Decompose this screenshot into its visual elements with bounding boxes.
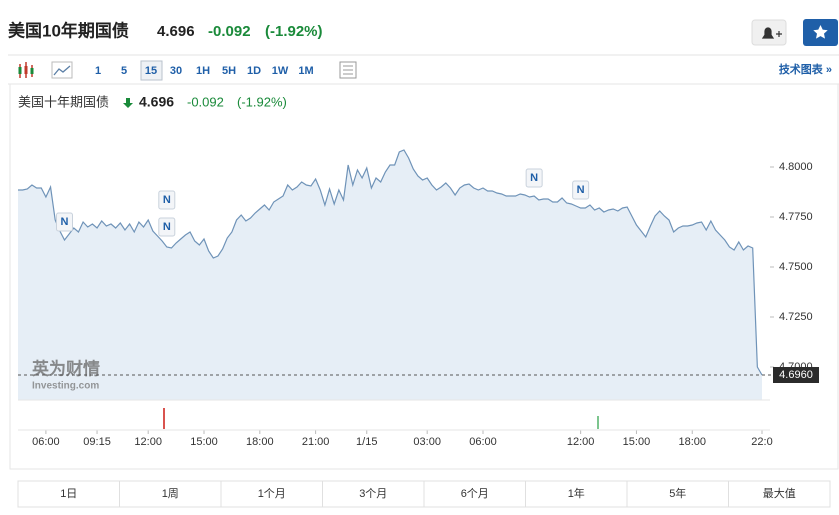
x-tick-label: 09:15: [83, 436, 111, 448]
x-tick-label: 22:0: [751, 436, 772, 448]
x-tick-label: 18:00: [678, 436, 706, 448]
x-tick-label: 1/15: [356, 436, 377, 448]
change-pct: (-1.92%): [265, 23, 323, 40]
news-marker[interactable]: [56, 212, 73, 232]
bell-icon: [761, 27, 782, 39]
range-label[interactable]: 1日: [60, 488, 77, 500]
legend-price: 4.696: [139, 94, 174, 110]
news-marker-label: N: [163, 194, 171, 206]
area-fill: [18, 150, 762, 400]
change: -0.092: [208, 23, 251, 40]
range-label[interactable]: 1周: [162, 487, 179, 500]
interval-button[interactable]: 5: [121, 65, 127, 77]
interval-button[interactable]: 1H: [196, 65, 210, 77]
title: 美国10年期国债: [8, 20, 129, 40]
range-buttons: 1日 1周 1个月 3个月 6个月 1年 5年 最大值: [17, 480, 831, 508]
x-tick-label: 15:00: [623, 436, 651, 448]
down-arrow: [123, 98, 133, 108]
candle-icon[interactable]: [18, 62, 34, 78]
range-label[interactable]: 5年: [669, 486, 686, 500]
y-tick-label: 4.8000: [779, 161, 813, 173]
interval-button[interactable]: 1: [95, 65, 101, 77]
news-marker-label: N: [61, 216, 69, 228]
legend-change: -0.092: [187, 94, 224, 109]
interval-button[interactable]: 5H: [222, 65, 236, 77]
range-button[interactable]: [17, 480, 120, 508]
news-marker-label: N: [577, 184, 585, 196]
legend-name: 美国十年期国债: [18, 94, 109, 109]
x-tick-label: 03:00: [413, 436, 441, 448]
range-label[interactable]: 3个月: [359, 487, 387, 500]
intervals: 1 5 15 30 1H 5H 1D 1W 1M: [95, 65, 314, 77]
range-button[interactable]: [119, 480, 222, 508]
x-tick-label: 15:00: [190, 436, 218, 448]
tech-chart-link[interactable]: 技术图表 »: [779, 62, 832, 76]
alert-button[interactable]: [751, 19, 787, 46]
price: 4.696: [157, 23, 195, 40]
range-button[interactable]: [220, 480, 323, 508]
range-label[interactable]: 最大值: [763, 486, 796, 500]
y-tick-label: 4.7250: [779, 311, 813, 323]
settings-icon[interactable]: [339, 61, 357, 79]
x-tick-label: 06:00: [32, 436, 60, 448]
range-label[interactable]: 1年: [568, 486, 585, 500]
interval-button[interactable]: 1D: [247, 65, 261, 77]
interval-button[interactable]: 30: [170, 65, 182, 77]
range-label[interactable]: 6个月: [461, 487, 489, 500]
watermark-brand: 英为财情: [32, 358, 100, 378]
current-price-label: 4.6960: [779, 369, 813, 381]
range-label[interactable]: 1个月: [258, 487, 286, 500]
news-marker[interactable]: [572, 180, 590, 200]
range-button[interactable]: [322, 480, 425, 508]
chart-panel: [9, 83, 839, 470]
event-bar: [597, 416, 599, 429]
watch-button[interactable]: [803, 19, 838, 46]
x-tick-label: 12:00: [567, 436, 595, 448]
current-price-box: [773, 367, 819, 383]
range-button[interactable]: [423, 480, 526, 508]
interval-button[interactable]: 1M: [298, 65, 313, 77]
legend-change-pct: (-1.92%): [237, 94, 287, 109]
interval-button[interactable]: 1W: [272, 65, 289, 77]
selected-interval-box: [140, 60, 163, 81]
news-marker[interactable]: [158, 217, 176, 237]
news-marker-label: N: [163, 221, 171, 233]
range-button[interactable]: [728, 480, 831, 508]
y-tick-label: 4.7500: [779, 261, 813, 273]
x-tick-label: 21:00: [302, 436, 330, 448]
x-tick-label: 12:00: [134, 436, 162, 448]
news-marker-label: N: [530, 172, 538, 184]
y-tick-label: 4.7750: [779, 211, 813, 223]
x-tick-label: 18:00: [246, 436, 274, 448]
watermark-site: Investing.com: [32, 381, 99, 392]
interval-button[interactable]: 15: [145, 65, 157, 77]
star-icon: [813, 25, 828, 39]
price-line: [18, 149, 763, 376]
range-button[interactable]: [626, 480, 729, 508]
news-marker[interactable]: [158, 190, 176, 210]
event-bar: [163, 408, 165, 429]
area-icon[interactable]: [51, 61, 73, 79]
x-tick-label: 06:00: [469, 436, 497, 448]
news-marker[interactable]: [525, 168, 543, 188]
